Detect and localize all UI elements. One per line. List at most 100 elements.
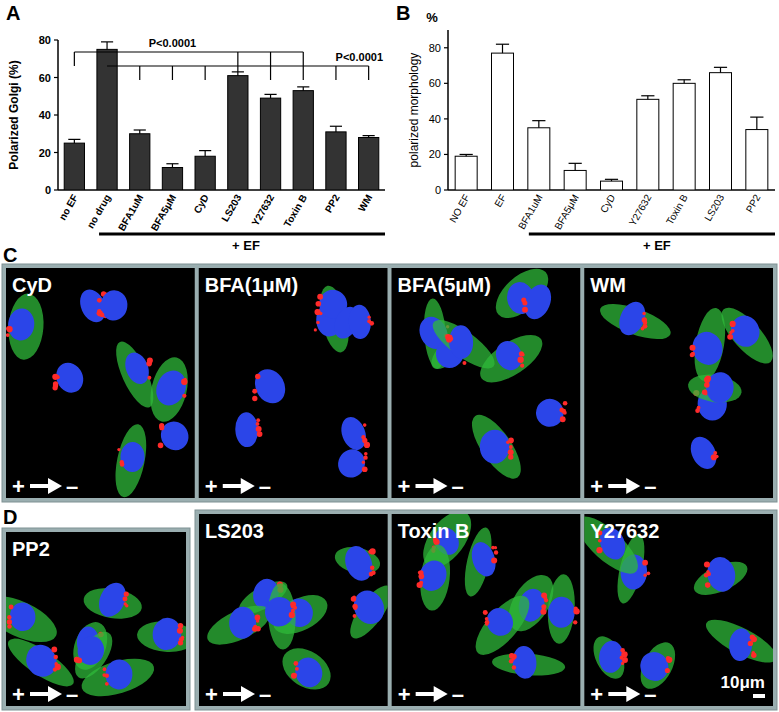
- bar: [260, 98, 280, 190]
- bar: [492, 53, 514, 190]
- nucleus: [104, 659, 133, 691]
- bar: [673, 83, 695, 190]
- golgi: [484, 611, 487, 614]
- error-bar: [678, 80, 691, 84]
- polarity-minus: –: [259, 682, 271, 707]
- polarity-plus: +: [205, 682, 218, 707]
- error-cap: [363, 135, 375, 136]
- y-tick: [54, 114, 58, 115]
- golgi: [105, 682, 109, 686]
- golgi: [541, 604, 546, 609]
- golgi: [256, 422, 260, 426]
- nucleus: [340, 542, 377, 584]
- golgi: [103, 667, 107, 671]
- error-bar: [232, 72, 244, 76]
- golgi: [181, 379, 187, 385]
- nucleus: [597, 639, 625, 674]
- y-tick: [444, 154, 448, 155]
- nucleus: [704, 555, 738, 594]
- y-tick-label: 60: [429, 77, 441, 89]
- golgi: [751, 636, 757, 642]
- error-cap: [199, 150, 211, 151]
- y-tick-label: 40: [39, 109, 51, 121]
- golgi: [491, 557, 497, 563]
- cell-body: [144, 354, 193, 426]
- golgi: [119, 460, 124, 465]
- golgi: [252, 396, 257, 401]
- golgi: [563, 401, 568, 406]
- golgi: [449, 336, 454, 341]
- golgi: [182, 394, 186, 398]
- x-tick-label: no EF: [57, 193, 80, 223]
- golgi: [293, 606, 297, 610]
- error-bar: [264, 94, 276, 98]
- bar: [326, 132, 346, 190]
- golgi: [506, 440, 509, 443]
- golgi: [7, 619, 12, 624]
- golgi: [418, 570, 423, 575]
- panel-label: Y27632: [590, 520, 659, 542]
- chart-0: APolarized Golgi (%)020406080no EFno dru…: [6, 2, 385, 253]
- nucleus: [519, 281, 555, 324]
- golgi: [74, 657, 80, 663]
- bar: [637, 99, 659, 190]
- y-axis-line: [447, 30, 449, 190]
- error-bar: [641, 96, 654, 100]
- golgi: [367, 316, 370, 319]
- golgi: [363, 455, 367, 459]
- error-cap: [134, 129, 146, 130]
- golgi: [520, 364, 524, 368]
- error-cap: [297, 86, 309, 87]
- x-tick-label: BFA1uM: [116, 193, 146, 233]
- golgi: [620, 648, 625, 653]
- error-bar: [532, 121, 545, 128]
- polarity-plus: +: [398, 682, 411, 707]
- error-stem: [502, 44, 503, 53]
- golgi: [522, 307, 528, 313]
- cells: [584, 514, 773, 695]
- x-tick-label: PP2: [744, 192, 763, 214]
- golgi: [574, 606, 578, 610]
- polarity-minus: –: [644, 474, 656, 499]
- golgi: [371, 571, 375, 575]
- golgi: [622, 657, 628, 663]
- cell-body: [275, 640, 338, 698]
- significance-brackets: [74, 52, 368, 80]
- golgi: [711, 454, 717, 460]
- bar: [130, 134, 150, 190]
- bracket-tick: [74, 52, 75, 66]
- golgi: [641, 327, 645, 331]
- micrograph: BFA(1μM)+–: [199, 268, 388, 499]
- error-bar: [166, 164, 178, 168]
- nucleus: [479, 429, 510, 465]
- golgi: [352, 596, 356, 600]
- x-tick-label: CyD: [191, 193, 211, 216]
- polarity-minus: –: [66, 682, 78, 707]
- golgi: [7, 624, 12, 629]
- plot-marks: [455, 44, 768, 190]
- field-arrow-head: [48, 478, 62, 494]
- error-cap: [496, 44, 509, 45]
- polarity-minus: –: [259, 474, 271, 499]
- golgi: [751, 651, 755, 655]
- error-bar: [605, 179, 618, 181]
- golgi: [369, 321, 374, 326]
- nucleus: [151, 366, 191, 410]
- bracket-tick: [237, 66, 238, 72]
- bar: [97, 49, 117, 190]
- x-tick-label: Y27632: [627, 192, 654, 228]
- polarity-plus: +: [590, 474, 603, 499]
- golgi: [124, 591, 129, 596]
- golgi: [362, 461, 365, 464]
- golgi: [159, 423, 164, 428]
- panel-label: PP2: [12, 538, 50, 560]
- error-cap: [166, 163, 178, 164]
- bar: [455, 156, 477, 190]
- golgi: [666, 657, 672, 663]
- error-bar: [496, 44, 509, 53]
- y-axis-label: polarized morphology: [407, 53, 421, 168]
- bar: [564, 170, 586, 190]
- nucleus: [533, 396, 566, 430]
- golgi: [494, 550, 498, 554]
- micrograph-background: [6, 268, 195, 498]
